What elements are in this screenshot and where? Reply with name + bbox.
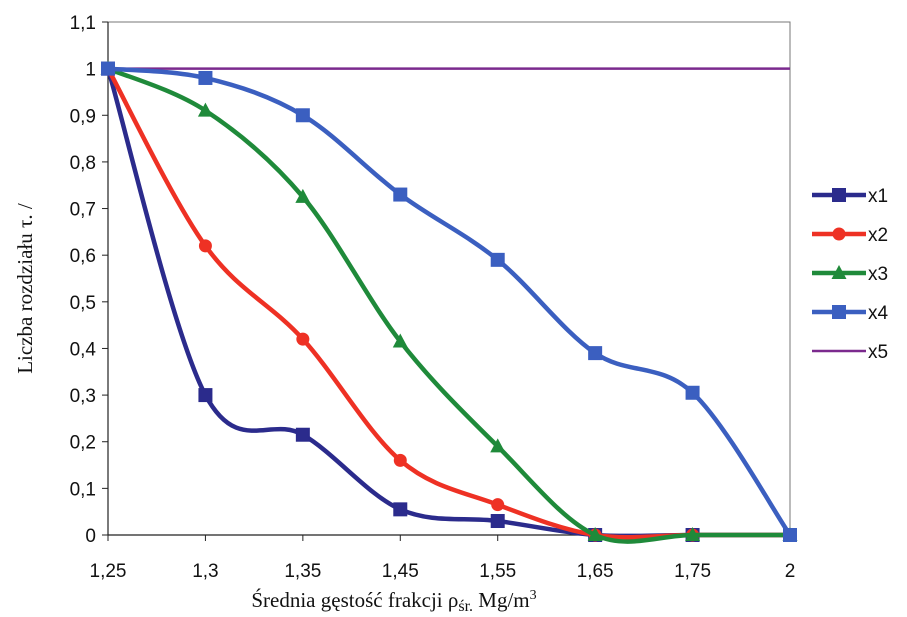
- x-tick-label: 1,75: [674, 561, 711, 582]
- y-tick-label: 0,9: [70, 106, 96, 127]
- legend-marker-x4: [832, 305, 846, 319]
- x-tick-label: 1,3: [192, 561, 218, 582]
- y-tick-label: 0,2: [70, 433, 96, 454]
- data-point-x4: [101, 61, 115, 76]
- y-tick-label: 0,7: [70, 200, 96, 221]
- series-x2: [101, 62, 797, 542]
- x-tick-label: 1,65: [577, 561, 614, 582]
- y-tick-label: 0,3: [70, 386, 96, 407]
- data-point-x3: [587, 527, 603, 541]
- data-point-x3: [490, 438, 506, 453]
- y-tick-label: 0,1: [70, 479, 96, 500]
- data-point-x4: [685, 385, 700, 400]
- y-tick-label: 1: [85, 60, 96, 81]
- series-line-x3: [105, 66, 793, 544]
- data-point-x1: [393, 502, 408, 517]
- y-axis-title: Liczba rozdziału τ. /: [13, 203, 37, 374]
- y-tick-label: 0,4: [70, 339, 97, 360]
- x-tick-label: 1,55: [479, 561, 516, 582]
- data-point-x4: [393, 187, 408, 202]
- data-point-x3: [685, 527, 701, 541]
- data-point-x4: [588, 346, 603, 361]
- x-tick-label: 1,25: [90, 561, 127, 582]
- data-point-x2: [296, 332, 310, 346]
- series-x3: [100, 60, 798, 544]
- legend-marker-x3: [831, 265, 847, 279]
- data-point-x2: [393, 453, 407, 467]
- y-tick-label: 1,1: [70, 13, 96, 34]
- data-point-x3: [295, 188, 311, 203]
- x-axis-title-unit: Mg/m: [473, 588, 530, 612]
- series-line-x4: [105, 66, 793, 538]
- legend-label-x2: x2: [868, 225, 888, 246]
- plot-frame: [107, 21, 791, 536]
- data-point-x1: [198, 388, 213, 403]
- x-axis-title-subscript: śr.: [458, 598, 473, 615]
- plot-area: 0 0,1 0,2 0,3 0,4 0,5 0,6 0,7 0,8 0,9 1 1,1 1,25 1,3 1…: [70, 13, 798, 582]
- legend: x1 x2 x3 x4 x5: [812, 186, 889, 363]
- data-point-x4: [198, 70, 213, 85]
- series-line-x2: [105, 66, 793, 540]
- x-tick-label: 2: [785, 561, 796, 582]
- data-point-x3: [197, 102, 213, 117]
- data-point-x3: [392, 333, 408, 348]
- legend-marker-x1: [832, 188, 846, 202]
- x-tick-label: 1,45: [382, 561, 419, 582]
- legend-label-x3: x3: [868, 264, 888, 285]
- x-axis-title-superscript: 3: [530, 588, 537, 603]
- series-x4: [101, 61, 797, 542]
- data-point-x4: [490, 252, 505, 267]
- data-point-x4: [783, 528, 797, 542]
- data-point-x1: [490, 514, 505, 529]
- y-axis-title-group: Liczba rozdziału τ. /: [13, 203, 37, 374]
- y-tick-label: 0: [85, 526, 96, 547]
- data-point-x4: [295, 108, 310, 123]
- data-point-x2: [491, 498, 505, 512]
- legend-marker-x2: [832, 227, 846, 241]
- x-axis-title: Średnia gęstość frakcji ρśr. Mg/m3: [251, 588, 536, 615]
- y-tick-label: 0,5: [70, 293, 96, 314]
- x-tick-label: 1,35: [284, 561, 321, 582]
- y-tick-label: 0,6: [70, 246, 96, 267]
- series-x1: [101, 61, 797, 542]
- legend-label-x1: x1: [868, 186, 888, 207]
- legend-label-x5: x5: [868, 342, 888, 363]
- x-axis-title-main: Średnia gęstość frakcji ρ: [251, 588, 458, 612]
- legend-label-x4: x4: [868, 303, 889, 324]
- data-point-x1: [295, 427, 310, 442]
- series-line-x1: [105, 66, 793, 539]
- data-point-x2: [198, 239, 212, 253]
- y-tick-label: 0,8: [70, 153, 96, 174]
